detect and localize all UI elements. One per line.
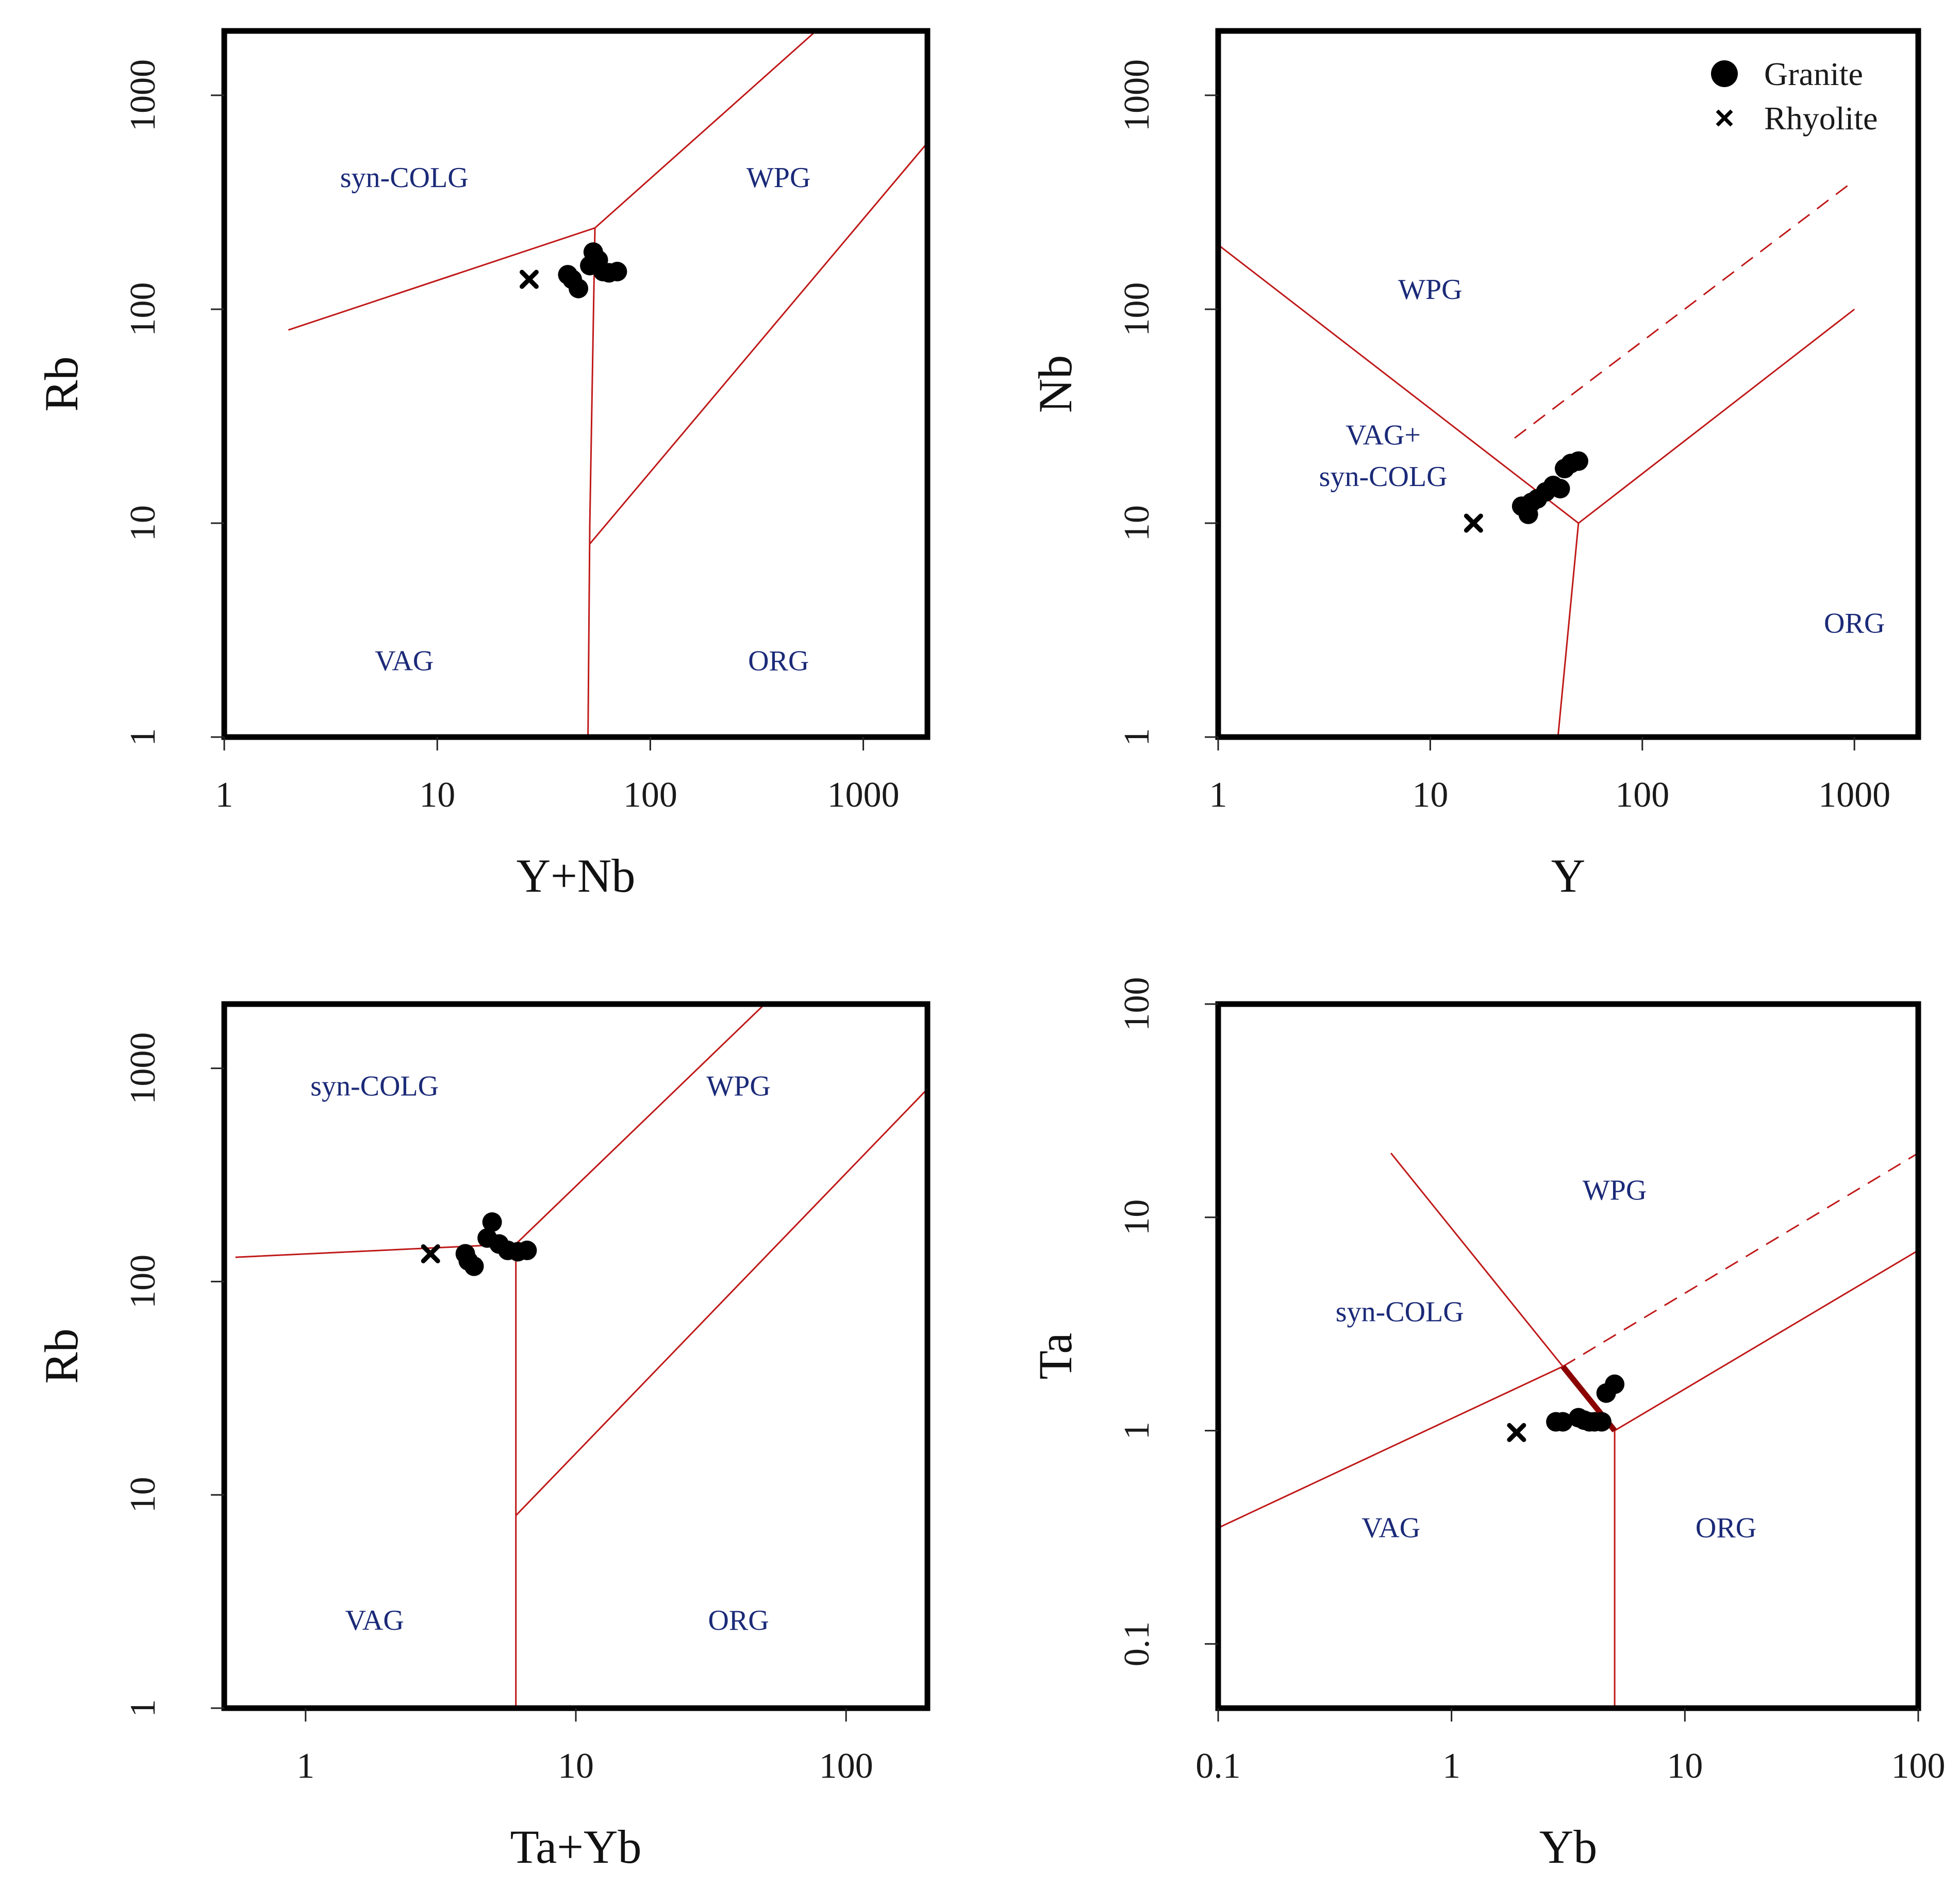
plot-area: WPG syn-COLG VAG ORG <box>1218 1152 1918 1708</box>
boundary-line-dashed <box>1562 1152 1918 1367</box>
x-tick-label: 100 <box>1891 1746 1946 1786</box>
x-tick-label: 1 <box>1442 1746 1460 1786</box>
granite-point <box>607 261 627 281</box>
y-tick-label: 100 <box>1117 977 1157 1031</box>
legend: Granite Rhyolite <box>1711 56 1878 137</box>
plot-area: syn-COLG WPG VAG ORG <box>235 1004 927 1708</box>
granite-point <box>569 278 589 298</box>
y-tick-label: 10 <box>1117 1199 1157 1235</box>
region-label: ORG <box>1824 608 1885 640</box>
region-label: syn-COLG <box>1319 461 1448 493</box>
boundary-line-solid <box>1218 244 1855 524</box>
region-label: VAG <box>375 645 434 677</box>
x-axis-title: Y <box>1551 849 1585 902</box>
granite-point <box>1553 1412 1573 1432</box>
region-label: VAG <box>345 1605 404 1636</box>
region-label: ORG <box>1696 1512 1756 1544</box>
x-axis-title: Ta+Yb <box>510 1821 642 1873</box>
region-label: WPG <box>1398 274 1462 306</box>
y-tick-label: 1 <box>1117 728 1157 746</box>
region-label: syn-COLG <box>340 162 469 194</box>
chart-nb-vs-y: WPG VAG+ syn-COLG ORG 1 10 100 1000 1 10 100 1000 Y N… <box>1029 28 1921 902</box>
y-tick-label: 10 <box>1117 505 1157 541</box>
x-axis-title: Y+Nb <box>517 849 636 902</box>
chart-rb-vs-ynb: syn-COLG WPG VAG ORG 1 10 100 1000 1 10 100 1000 Y+N… <box>35 28 931 902</box>
granite-point <box>464 1256 484 1276</box>
region-label: WPG <box>706 1071 770 1103</box>
plot-frame <box>1215 1001 1921 1711</box>
region-label: WPG <box>1583 1175 1647 1207</box>
chart-rb-vs-tayb: syn-COLG WPG VAG ORG 1 10 100 1 10 100 1000 Ta+Yb Rb <box>35 1001 931 1873</box>
rhyolite-point <box>421 1244 440 1263</box>
rhyolite-point <box>1507 1423 1526 1442</box>
y-tick-label: 10 <box>123 505 163 541</box>
plot-frame <box>221 1001 931 1711</box>
y-tick-label: 1000 <box>1117 59 1157 131</box>
legend-entry-label: Rhyolite <box>1764 100 1878 137</box>
granite-point <box>1591 1412 1612 1432</box>
rhyolite-point <box>519 270 539 289</box>
boundary-line-solid <box>589 142 927 545</box>
x-tick-label: 100 <box>623 775 677 815</box>
x-tick-label: 1000 <box>827 775 900 815</box>
x-tick-label: 1 <box>215 775 234 815</box>
x-tick-label: 1000 <box>1818 775 1890 815</box>
granite-point <box>1550 479 1570 499</box>
x-tick-label: 100 <box>819 1746 873 1786</box>
legend-entry-label: Granite <box>1764 56 1863 92</box>
x-tick-label: 100 <box>1615 775 1669 815</box>
y-tick-label: 1000 <box>123 59 163 131</box>
y-axis-title: Rb <box>35 356 88 411</box>
x-tick-label: 10 <box>1667 1746 1703 1786</box>
boundary-line-solid <box>1218 1249 1918 1529</box>
y-tick-label: 100 <box>123 1255 163 1309</box>
boundary-line-solid <box>1390 1153 1564 1367</box>
y-tick-label: 1000 <box>123 1032 163 1105</box>
boundary-line-solid <box>587 228 596 737</box>
y-tick-label: 100 <box>1117 282 1157 336</box>
boundary-line-solid <box>1557 523 1580 737</box>
legend-granite-marker <box>1711 60 1738 87</box>
region-label: VAG+ <box>1346 420 1421 452</box>
y-tick-label: 0.1 <box>1117 1622 1157 1667</box>
x-tick-label: 1 <box>1209 775 1227 815</box>
region-label: WPG <box>746 162 810 194</box>
boundary-line-solid <box>515 1088 927 1516</box>
boundary-line-dashed <box>1514 179 1855 439</box>
region-label: syn-COLG <box>1336 1296 1464 1328</box>
granite-point <box>517 1240 537 1260</box>
plot-frame <box>1215 28 1921 740</box>
granite-point <box>482 1212 502 1232</box>
y-tick-label: 1 <box>1117 1422 1157 1440</box>
x-tick-label: 0.1 <box>1195 1746 1241 1786</box>
region-label: syn-COLG <box>310 1071 439 1103</box>
y-tick-label: 10 <box>123 1477 163 1513</box>
y-axis-title: Rb <box>35 1328 88 1383</box>
chart-ta-vs-yb: WPG syn-COLG VAG ORG 0.1 1 10 100 0.1 1 10 100 Yb Ta <box>1029 977 1946 1874</box>
plot-area: WPG VAG+ syn-COLG ORG <box>1218 179 1885 737</box>
granite-point <box>1568 451 1588 471</box>
x-tick-label: 10 <box>419 775 455 815</box>
plot-frame <box>221 28 931 740</box>
rhyolite-point <box>1464 513 1483 533</box>
y-tick-label: 1 <box>123 728 163 746</box>
y-tick-label: 1 <box>123 1699 163 1717</box>
y-tick-label: 100 <box>123 282 163 336</box>
region-label: VAG <box>1361 1512 1420 1544</box>
region-label: ORG <box>708 1605 769 1636</box>
y-axis-title: Nb <box>1029 355 1082 413</box>
x-tick-label: 1 <box>296 1746 314 1786</box>
y-axis-title: Ta <box>1029 1333 1082 1380</box>
region-label: ORG <box>748 645 809 677</box>
x-tick-label: 10 <box>1412 775 1448 815</box>
legend-rhyolite-marker <box>1716 109 1733 127</box>
x-tick-label: 10 <box>558 1746 594 1786</box>
granite-point <box>1605 1374 1625 1394</box>
x-axis-title: Yb <box>1539 1821 1597 1873</box>
plot-area: syn-COLG WPG VAG ORG <box>288 31 927 737</box>
